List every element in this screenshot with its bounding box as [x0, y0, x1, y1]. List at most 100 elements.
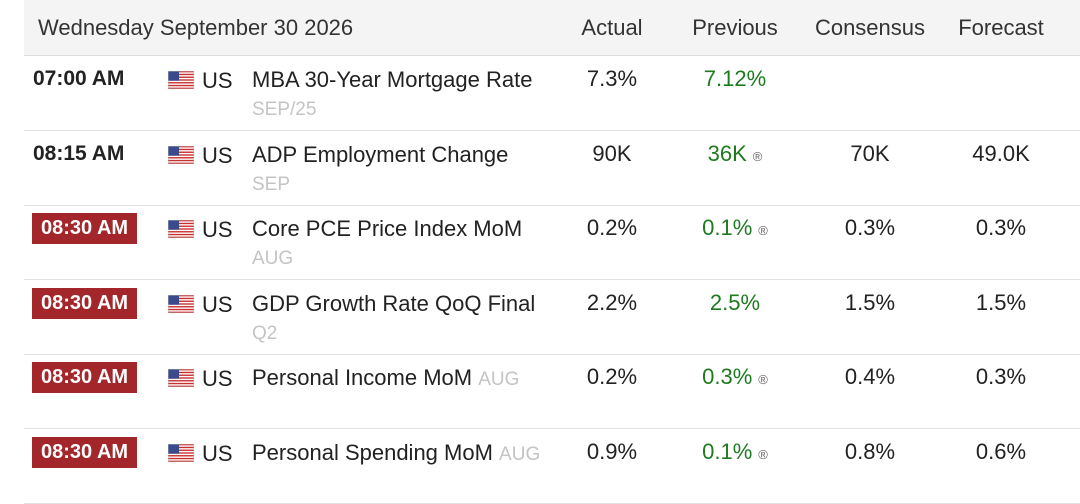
forecast-value: 0.3%: [941, 364, 1061, 390]
consensus-value: 0.3%: [810, 215, 930, 241]
previous-text: 0.1%: [702, 438, 753, 464]
consensus-value: 1.5%: [810, 290, 930, 316]
previous-text: 0.1%: [702, 215, 753, 240]
consensus-text: 70K: [850, 140, 890, 166]
event-row: 08:15 AM US ADP Employment Change SEP 90K 36…: [24, 131, 1080, 206]
column-header: Actual: [581, 15, 643, 40]
forecast-text: 0.3%: [975, 215, 1027, 240]
actual-text: 90K: [592, 140, 632, 166]
forecast-text: 0.3%: [975, 364, 1027, 389]
country: US: [202, 366, 233, 391]
flag-icon: [167, 145, 195, 169]
previous-value: 36K ®: [675, 141, 795, 167]
revised-mark: ®: [752, 148, 763, 164]
country: US: [202, 217, 233, 242]
revised-mark: ®: [758, 446, 768, 462]
consensus-text: 0.3%: [844, 215, 896, 240]
forecast-value: 49.0K: [941, 141, 1061, 167]
event-cell: MBA 30-Year Mortgage Rate SEP/25: [252, 66, 544, 124]
actual-value: 0.9%: [552, 439, 672, 465]
column-header: Forecast: [958, 15, 1044, 40]
event-period: SEP: [252, 173, 291, 195]
actual-value: 7.3%: [552, 66, 672, 92]
us-flag: [167, 70, 195, 90]
event-name: Core PCE Price Index MoM: [252, 216, 523, 241]
forecast-text: 0.6%: [975, 438, 1027, 464]
event-row: 08:30 AM US Core PCE Price Index MoM AUG 0.…: [24, 205, 1080, 280]
consensus-value: 0.4%: [810, 364, 930, 390]
actual-value: 90K: [552, 141, 672, 167]
event-row: 08:30 AM US Personal Spending MoM AUG 0.9% 0…: [24, 429, 1080, 504]
previous-value: 0.3% ®: [675, 364, 795, 390]
revised-mark: ®: [758, 223, 768, 238]
forecast-value: 0.6%: [941, 439, 1061, 465]
us-flag: [167, 294, 195, 313]
event-name: MBA 30-Year Mortgage Rate: [252, 67, 533, 92]
event-period: AUG: [499, 443, 541, 465]
page: Wednesday September 30 2026 Actual Previo…: [24, 0, 1080, 504]
us-flag: [167, 219, 195, 239]
forecast-value: 1.5%: [941, 290, 1061, 316]
country: US: [202, 68, 233, 93]
actual-value: 2.2%: [552, 290, 672, 316]
calendar-table: Wednesday September 30 2026 Actual Previo…: [24, 0, 1080, 504]
actual-text: 0.9%: [586, 438, 638, 464]
country: US: [202, 142, 233, 168]
actual-text: 0.2%: [586, 364, 638, 389]
actual-text: 0.2%: [586, 215, 638, 240]
event-row: 08:30 AM US Personal Income MoM AUG 0.2% 0.3…: [24, 354, 1080, 429]
consensus-text: 0.4%: [844, 364, 896, 389]
previous-value: 7.12%: [675, 66, 795, 92]
previous-text: 36K: [707, 140, 747, 166]
event-period: AUG: [252, 248, 294, 269]
previous-value: 0.1% ®: [675, 215, 795, 241]
event-cell: Personal Income MoM AUG: [252, 364, 544, 394]
event-row: 08:30 AM US GDP Growth Rate QoQ Final Q2 2.…: [24, 280, 1080, 355]
column-header: Consensus: [814, 15, 926, 40]
event-period: AUG: [478, 369, 520, 390]
consensus-text: 1.5%: [844, 289, 896, 315]
event-period: Q2: [252, 322, 278, 344]
flag-icon: [167, 219, 195, 243]
actual-text: 2.2%: [586, 289, 638, 315]
previous-text: 0.3%: [702, 364, 753, 389]
time-label: 08:30 AM: [32, 287, 138, 319]
forecast-value: 0.3%: [941, 215, 1061, 241]
time-label: 08:30 AM: [32, 436, 138, 468]
consensus-value: 70K: [810, 141, 930, 167]
actual-value: 0.2%: [552, 215, 672, 241]
header: Wednesday September 30 2026 Actual Previo…: [24, 0, 1080, 56]
time-label: 08:15 AM: [33, 141, 125, 165]
time-label: 08:30 AM: [32, 362, 138, 393]
previous-value: 2.5%: [675, 290, 795, 316]
previous-value: 0.1% ®: [675, 439, 795, 465]
event-name: Personal Income MoM: [252, 365, 473, 390]
actual-text: 7.3%: [586, 66, 638, 91]
event-row: 07:00 AM US MBA 30-Year Mortgage Rate SEP/…: [24, 56, 1080, 131]
event-name: ADP Employment Change: [252, 141, 509, 167]
flag-icon: [167, 70, 195, 94]
previous-text: 2.5%: [709, 289, 761, 315]
consensus-value: 0.8%: [810, 439, 930, 465]
time-label: 07:00 AM: [33, 67, 125, 90]
country: US: [202, 291, 233, 317]
revised-mark: ®: [758, 372, 768, 387]
event-cell: GDP Growth Rate QoQ Final Q2: [252, 290, 544, 348]
date-title: Wednesday September 30 2026: [38, 15, 354, 40]
us-flag: [167, 443, 195, 462]
previous-text: 7.12%: [703, 66, 767, 91]
event-name: GDP Growth Rate QoQ Final: [252, 290, 536, 316]
forecast-text: 1.5%: [975, 289, 1027, 315]
event-cell: Personal Spending MoM AUG: [252, 439, 544, 469]
event-period: SEP/25: [252, 99, 317, 120]
flag-icon: [167, 443, 195, 467]
forecast-text: 49.0K: [972, 140, 1030, 166]
column-header: Previous: [692, 15, 778, 40]
country: US: [202, 440, 233, 466]
event-cell: ADP Employment Change SEP: [252, 141, 544, 199]
us-flag: [167, 368, 195, 388]
event-cell: Core PCE Price Index MoM AUG: [252, 215, 544, 273]
event-name: Personal Spending MoM: [252, 439, 493, 465]
us-flag: [167, 145, 195, 164]
time-label: 08:30 AM: [32, 213, 138, 244]
